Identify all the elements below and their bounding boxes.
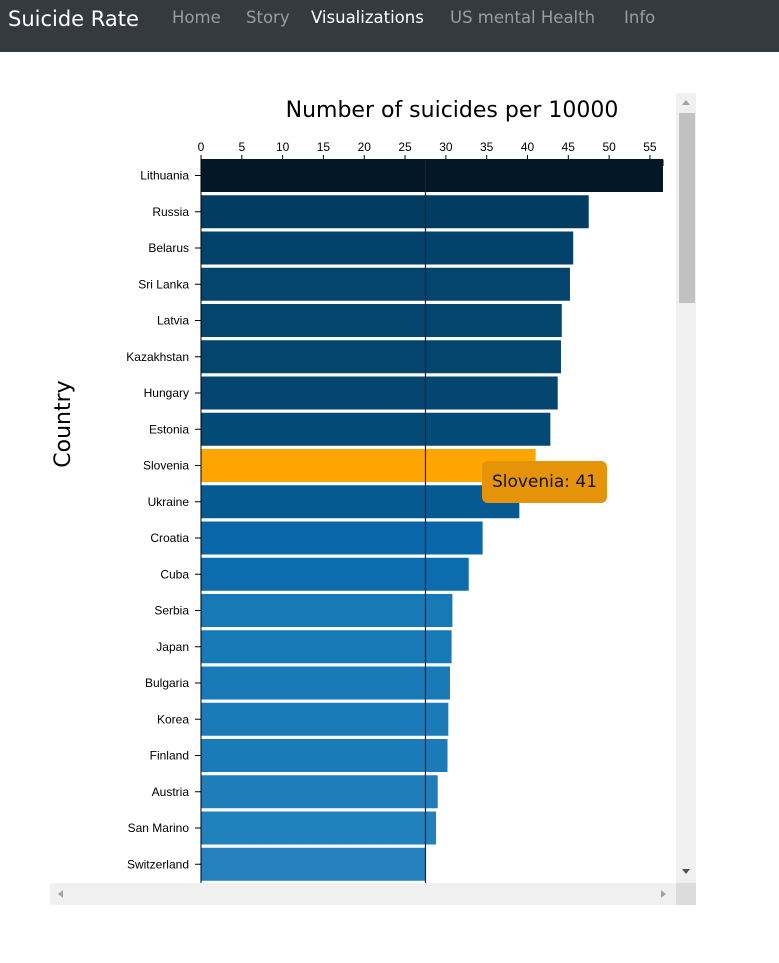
nav-info[interactable]: Info — [624, 8, 656, 27]
scroll-down-icon[interactable] — [682, 869, 690, 874]
x-tick-label: 10 — [276, 140, 290, 154]
scroll-left-icon[interactable] — [58, 890, 63, 898]
chart-tooltip: Slovenia: 41 — [482, 461, 607, 503]
y-tick-label: Bulgaria — [145, 676, 189, 690]
y-tick-label: Latvia — [157, 314, 189, 328]
bar-estonia — [201, 412, 551, 446]
nav-visualizations[interactable]: Visualizations — [311, 8, 424, 27]
y-tick-label: Kazakhstan — [126, 350, 189, 364]
y-tick-label: Serbia — [154, 604, 189, 618]
y-tick-label: Lithuania — [140, 169, 189, 183]
scroll-right-icon[interactable] — [661, 890, 666, 898]
scrollbar-corner — [676, 883, 696, 905]
y-tick-label: Switzerland — [127, 857, 189, 871]
y-tick-label: Belarus — [148, 241, 189, 255]
x-tick-label: 15 — [317, 140, 331, 154]
bar-bulgaria — [201, 666, 450, 700]
y-tick-label: Sri Lanka — [138, 277, 189, 291]
nav-home[interactable]: Home — [172, 8, 221, 27]
bar-latvia — [201, 304, 562, 337]
bar-belarus — [201, 231, 574, 265]
bar-japan — [201, 630, 452, 664]
scroll-up-icon[interactable] — [682, 100, 690, 105]
y-tick-label: Hungary — [144, 386, 189, 400]
bar-lithuania — [201, 159, 663, 192]
bar-sri-lanka — [201, 267, 570, 301]
x-tick-label: 55 — [643, 140, 657, 154]
bar-ukraine — [201, 485, 520, 519]
y-axis-title: Country — [51, 380, 76, 467]
y-tick-label: Korea — [157, 712, 189, 726]
horizontal-scrollbar[interactable] — [50, 883, 676, 905]
x-tick-label: 25 — [398, 140, 412, 154]
bar-finland — [201, 739, 448, 772]
y-tick-label: Finland — [150, 749, 189, 763]
y-tick-label: San Marino — [128, 821, 190, 835]
navbar: Suicide Rate Home Story Visualizations U… — [0, 0, 779, 52]
y-tick-label: Russia — [152, 205, 189, 219]
y-tick-label: Croatia — [150, 531, 189, 545]
bar-cuba — [201, 557, 469, 591]
x-tick-label: 30 — [439, 140, 453, 154]
bar-chart: Number of suicides per 10000 Country 0 5 10 1… — [51, 98, 664, 883]
bar-korea — [201, 702, 449, 736]
x-tick-label: 5 — [238, 140, 245, 154]
x-tick-label: 40 — [521, 140, 535, 154]
nav-us-mental-health[interactable]: US mental Health — [450, 8, 596, 27]
y-tick-label: Cuba — [160, 567, 189, 581]
bar-russia — [201, 195, 589, 229]
x-tick-label: 45 — [562, 140, 576, 154]
x-tick-label: 20 — [358, 140, 372, 154]
x-tick-label: 50 — [602, 140, 616, 154]
chart-title: Number of suicides per 10000 — [286, 98, 619, 123]
bar-slovenia — [201, 449, 536, 482]
bar-hungary — [201, 376, 558, 410]
y-tick-label: Slovenia — [143, 459, 189, 473]
y-tick-label: Ukraine — [148, 495, 190, 509]
y-tick-label: Austria — [152, 785, 190, 799]
y-tick-label: Estonia — [149, 422, 189, 436]
nav-story[interactable]: Story — [246, 8, 290, 27]
brand-title[interactable]: Suicide Rate — [8, 7, 139, 31]
bar-croatia — [201, 521, 483, 555]
vertical-scrollbar[interactable] — [676, 93, 696, 883]
bar-austria — [201, 775, 438, 809]
bar-switzerland — [201, 847, 426, 881]
x-tick-label: 0 — [198, 140, 205, 154]
vertical-scroll-thumb[interactable] — [679, 113, 695, 303]
y-tick-label: Japan — [156, 640, 189, 654]
x-tick-label: 35 — [480, 140, 494, 154]
bar-kazakhstan — [201, 340, 561, 374]
bar-serbia — [201, 594, 453, 627]
bar-san-marino — [201, 811, 437, 845]
